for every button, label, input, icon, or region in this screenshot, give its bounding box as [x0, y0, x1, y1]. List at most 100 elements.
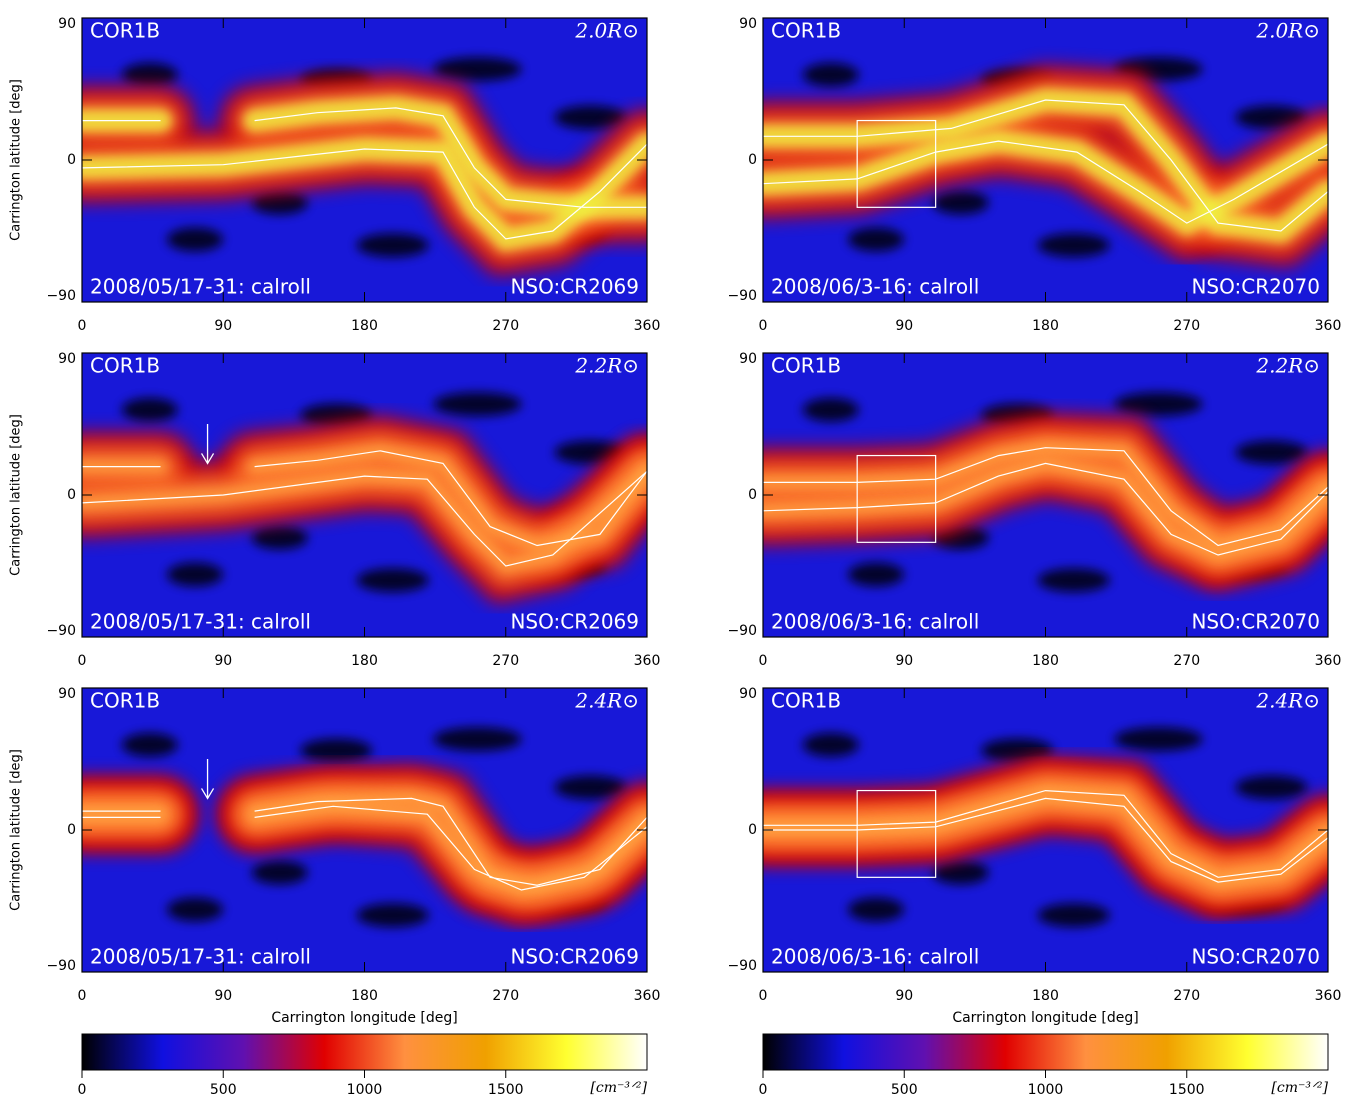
instrument-label: COR1B [90, 689, 160, 713]
dark-patch [433, 57, 522, 82]
instrument-label: COR1B [771, 689, 841, 713]
dark-patch [356, 568, 429, 593]
x-tick-label: 90 [214, 318, 232, 334]
dark-patch [802, 397, 859, 422]
source-label: NSO:CR2070 [1191, 610, 1320, 634]
y-tick-label: 0 [67, 152, 76, 168]
instrument-label: COR1B [90, 19, 160, 43]
source-label: NSO:CR2069 [510, 610, 639, 634]
neutral-line [763, 462, 1328, 556]
dark-patch [554, 105, 627, 130]
dark-patch [1037, 233, 1110, 258]
height-label: 2.4R⊙ [1255, 689, 1320, 713]
colorbar-tick-label: 1500 [1169, 1082, 1205, 1098]
panel [763, 688, 1328, 972]
y-tick-label: 90 [739, 16, 757, 32]
neutral-line [82, 470, 647, 567]
x-tick-label: 0 [78, 988, 87, 1004]
y-tick-label: 90 [58, 16, 76, 32]
x-tick-label: 270 [492, 653, 519, 669]
instrument-label: COR1B [90, 354, 160, 378]
panel [763, 18, 1328, 302]
date-label: 2008/06/3-16: calroll [771, 610, 979, 634]
x-axis-label: Carrington longitude [deg] [271, 1010, 457, 1026]
x-tick-label: 360 [1315, 988, 1342, 1004]
date-label: 2008/05/17-31: calroll [90, 275, 311, 299]
colorbar [762, 1033, 1329, 1071]
dark-patch [1114, 727, 1203, 752]
colorbar-tick-label: 0 [759, 1082, 768, 1098]
dark-patch [356, 233, 429, 258]
y-tick-label: 0 [67, 822, 76, 838]
arrow [200, 759, 215, 800]
colorbar-tick-label: 1000 [1028, 1082, 1064, 1098]
x-tick-label: 0 [759, 318, 768, 334]
dark-patch [932, 860, 989, 885]
dark-patch [554, 440, 627, 465]
neutral-line [82, 450, 647, 547]
neutral-line [763, 789, 1328, 878]
y-tick-label: 0 [748, 487, 757, 503]
neutral-line [763, 99, 1328, 232]
y-tick-label: −90 [46, 958, 76, 974]
neutral-line [82, 797, 647, 886]
dark-patch [1037, 903, 1110, 928]
arrow [200, 424, 215, 465]
dark-patch [167, 227, 223, 252]
x-tick-label: 270 [1173, 653, 1200, 669]
y-axis-label: Carrington latitude [deg] [9, 749, 24, 911]
x-tick-label: 90 [895, 988, 913, 1004]
y-tick-label: 0 [748, 822, 757, 838]
height-label: 2.2R⊙ [574, 354, 639, 378]
neutral-line [763, 140, 1328, 224]
y-tick-label: −90 [46, 623, 76, 639]
panel [82, 688, 647, 972]
colorbar-tick-label: 500 [891, 1082, 918, 1098]
dark-patch [300, 738, 373, 763]
x-tick-label: 360 [634, 988, 661, 1004]
dark-patch [554, 775, 627, 800]
panel [82, 353, 647, 637]
colorbar-tick-label: 500 [210, 1082, 237, 1098]
x-tick-label: 180 [351, 988, 378, 1004]
dark-patch [121, 62, 178, 87]
y-tick-label: −90 [46, 288, 76, 304]
y-tick-label: 0 [748, 152, 757, 168]
colorbar [81, 1033, 648, 1071]
dark-patch [981, 738, 1054, 763]
y-tick-label: −90 [727, 623, 757, 639]
y-tick-label: −90 [727, 958, 757, 974]
x-tick-label: 90 [895, 318, 913, 334]
dark-patch [167, 897, 223, 922]
region-box [856, 454, 937, 543]
x-tick-label: 360 [634, 653, 661, 669]
region-box [856, 789, 937, 878]
dark-patch [1114, 392, 1203, 417]
date-label: 2008/06/3-16: calroll [771, 945, 979, 969]
dark-patch [1235, 440, 1308, 465]
neutral-line [763, 797, 1328, 883]
x-tick-label: 180 [351, 318, 378, 334]
region-box [856, 119, 937, 208]
dark-patch [848, 227, 904, 252]
dark-patch [167, 562, 223, 587]
x-tick-label: 90 [214, 988, 232, 1004]
source-label: NSO:CR2070 [1191, 275, 1320, 299]
date-label: 2008/05/17-31: calroll [90, 945, 311, 969]
date-label: 2008/05/17-31: calroll [90, 610, 311, 634]
neutral-line [763, 447, 1328, 547]
x-tick-label: 270 [1173, 318, 1200, 334]
colorbar-unit: [cm⁻³ᐟ²] [590, 1080, 647, 1096]
dark-patch [802, 62, 859, 87]
dark-patch [848, 562, 904, 587]
x-tick-label: 0 [78, 318, 87, 334]
dark-patch [848, 897, 904, 922]
height-label: 2.2R⊙ [1255, 354, 1320, 378]
dark-patch [251, 860, 308, 885]
y-tick-label: 90 [739, 686, 757, 702]
x-tick-label: 90 [214, 653, 232, 669]
neutral-line [82, 143, 647, 240]
y-tick-label: −90 [727, 288, 757, 304]
x-tick-label: 180 [1032, 318, 1059, 334]
y-axis-label: Carrington latitude [deg] [9, 79, 24, 241]
